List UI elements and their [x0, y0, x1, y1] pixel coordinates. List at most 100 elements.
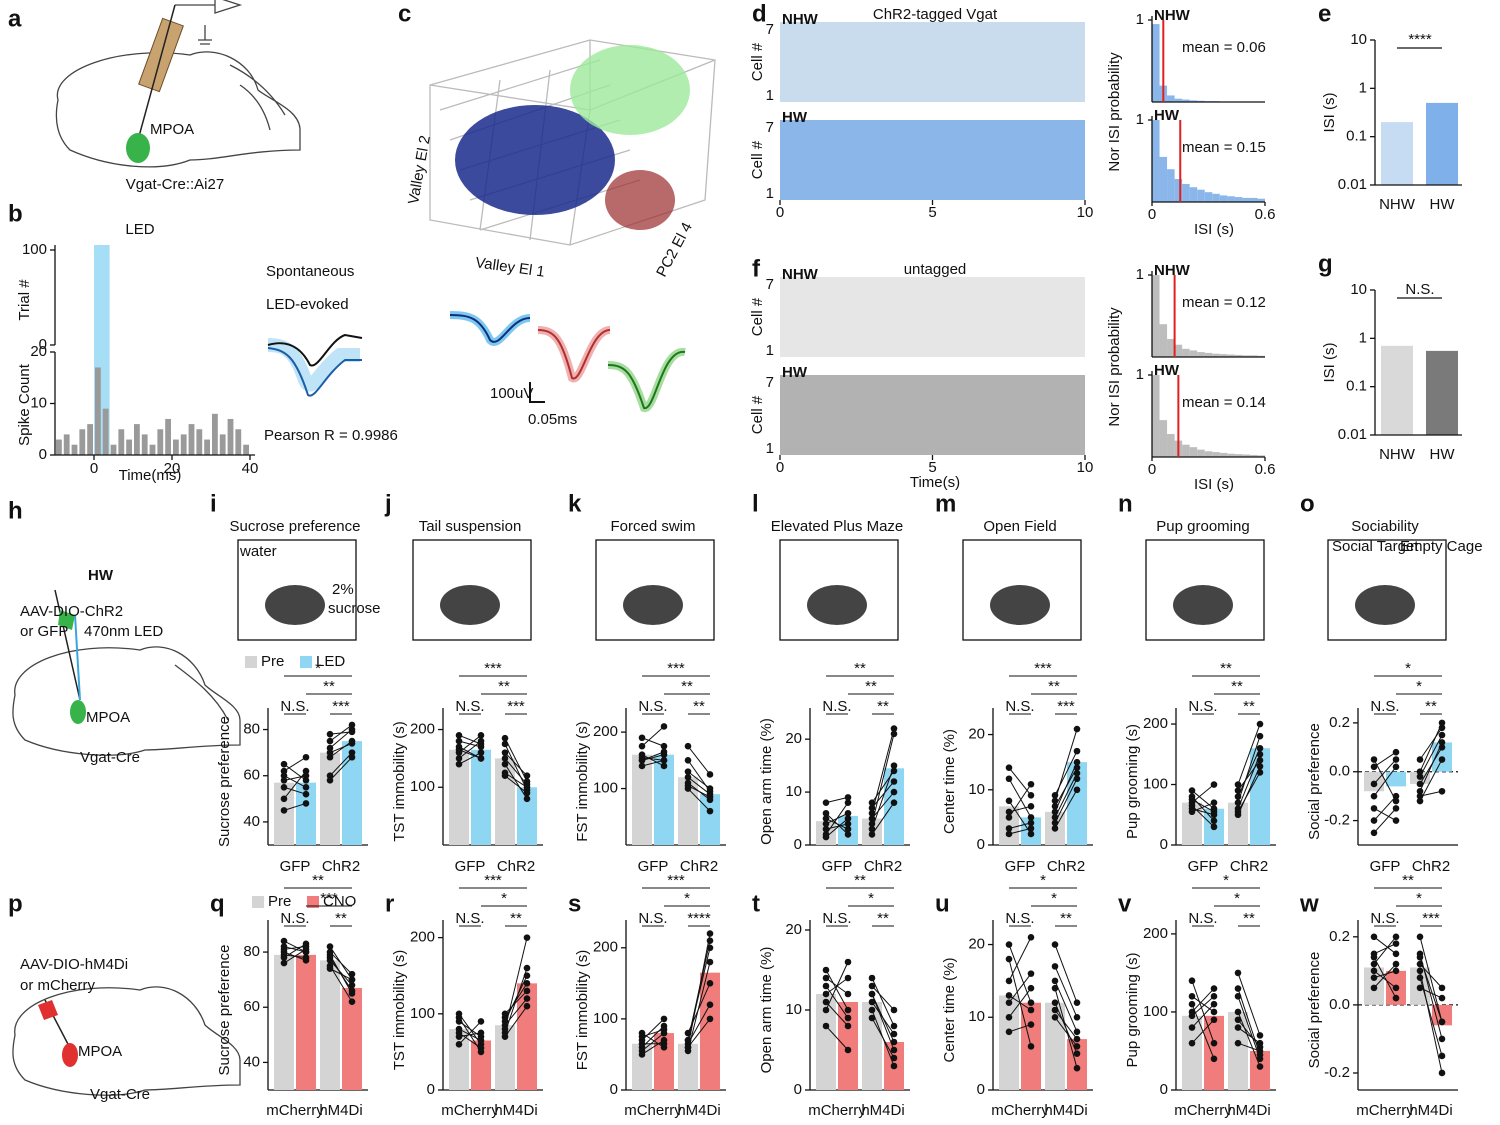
y-tick-label: 40 [243, 1053, 260, 1070]
hist-bar [1219, 452, 1228, 457]
data-point [638, 762, 646, 770]
hist-bar [196, 429, 203, 455]
bar [342, 987, 362, 1090]
y-axis-label: Social preference [1306, 723, 1323, 840]
pair-line [1054, 980, 1078, 1033]
x-tick-label: 20 [164, 460, 181, 477]
bar [1204, 1015, 1224, 1090]
pair-line [1008, 800, 1032, 835]
x-tick-label: GFP [1005, 858, 1036, 875]
y-tick-label: 20 [785, 921, 802, 938]
data-point [1188, 1039, 1196, 1047]
pair-line [1054, 1016, 1078, 1047]
raster-background [780, 120, 1085, 200]
data-point [523, 783, 531, 791]
y-axis-label: Social preference [1306, 952, 1323, 1069]
axis-label: PC2 El 4 [653, 220, 696, 280]
data-point [477, 1029, 485, 1037]
y-tick-label: 10 [785, 1001, 802, 1018]
data-point [1005, 775, 1013, 783]
y-tick-label: 100 [593, 780, 618, 797]
data-point [1234, 1008, 1242, 1016]
bar [700, 972, 720, 1090]
pair-line [825, 1001, 849, 1027]
data-point [1188, 802, 1196, 809]
data-point [844, 831, 852, 838]
hist-bar [1152, 375, 1160, 457]
data-point [477, 1037, 485, 1044]
data-point [1438, 731, 1446, 739]
data-point [1210, 781, 1218, 788]
pair-line [283, 770, 307, 800]
label: Vgat-Cre [80, 749, 140, 766]
hist-bar [1174, 179, 1183, 202]
y-tick-label: 200 [410, 929, 435, 946]
data-point [638, 1040, 646, 1048]
data-point [660, 1026, 668, 1033]
bar [1228, 802, 1248, 845]
data-point [1392, 994, 1400, 1002]
x-tick-label: mCherry [1174, 1102, 1232, 1119]
bar [1182, 1015, 1202, 1090]
pair-line [504, 737, 528, 782]
data-point [1051, 803, 1059, 810]
hist-bar [1182, 444, 1190, 457]
pair-line [1191, 805, 1215, 828]
significance: N.S. [280, 910, 309, 927]
bar [517, 787, 537, 845]
group-label: NHW [1154, 7, 1191, 24]
data-point [868, 974, 876, 982]
significance: N.S. [1005, 910, 1034, 927]
data-point [1073, 786, 1081, 794]
significance: * [1223, 872, 1229, 889]
pair-line [1237, 754, 1261, 809]
data-point [1005, 825, 1013, 832]
bar [816, 994, 836, 1090]
data-point [280, 937, 288, 945]
bar [320, 752, 340, 845]
data-point [868, 825, 876, 833]
significance: N.S. [280, 698, 309, 715]
data-point [280, 946, 288, 953]
x-tick-label: NHW [1379, 446, 1416, 463]
data-point [1005, 1028, 1013, 1036]
significance: * [1405, 660, 1411, 677]
panel-letter: h [8, 497, 23, 524]
data-point [1438, 1069, 1446, 1077]
y-tick-label: 20 [785, 730, 802, 747]
data-point [1051, 1006, 1059, 1014]
pair-line [825, 823, 849, 830]
data-point [822, 966, 830, 974]
data-point [1027, 814, 1035, 821]
x-axis-label: ISI (s) [1194, 476, 1234, 493]
pair-line [1008, 822, 1032, 829]
data-point [1005, 977, 1013, 985]
y-tick-label: 0.0 [1329, 763, 1350, 780]
data-point [1416, 780, 1424, 788]
data-point [1005, 999, 1013, 1007]
panel-letter: n [1118, 490, 1133, 517]
x-tick-label: ChR2 [1412, 858, 1450, 875]
pair-line [825, 985, 849, 1019]
x-tick-label: hM4Di [677, 1102, 720, 1119]
brain-diagram-a [55, 0, 301, 168]
data-point [1073, 1035, 1081, 1043]
data-point [348, 998, 356, 1006]
bar [274, 782, 294, 845]
panel-letter: o [1300, 490, 1315, 517]
data-point [501, 740, 509, 748]
hist-bar [1197, 189, 1205, 202]
pair-line [1419, 747, 1443, 785]
bar [1426, 102, 1458, 185]
bar [1250, 1050, 1270, 1090]
y-tick-label: 100 [410, 1005, 435, 1022]
data-point [890, 1038, 898, 1046]
data-point [1370, 805, 1378, 812]
x-tick-label: 40 [242, 460, 259, 477]
pair-line [641, 754, 665, 767]
y-tick-label: 200 [410, 721, 435, 738]
data-point [1256, 1032, 1264, 1039]
significance: **** [687, 910, 711, 927]
pair-line [1191, 995, 1215, 1013]
pair-line [1419, 970, 1443, 1074]
